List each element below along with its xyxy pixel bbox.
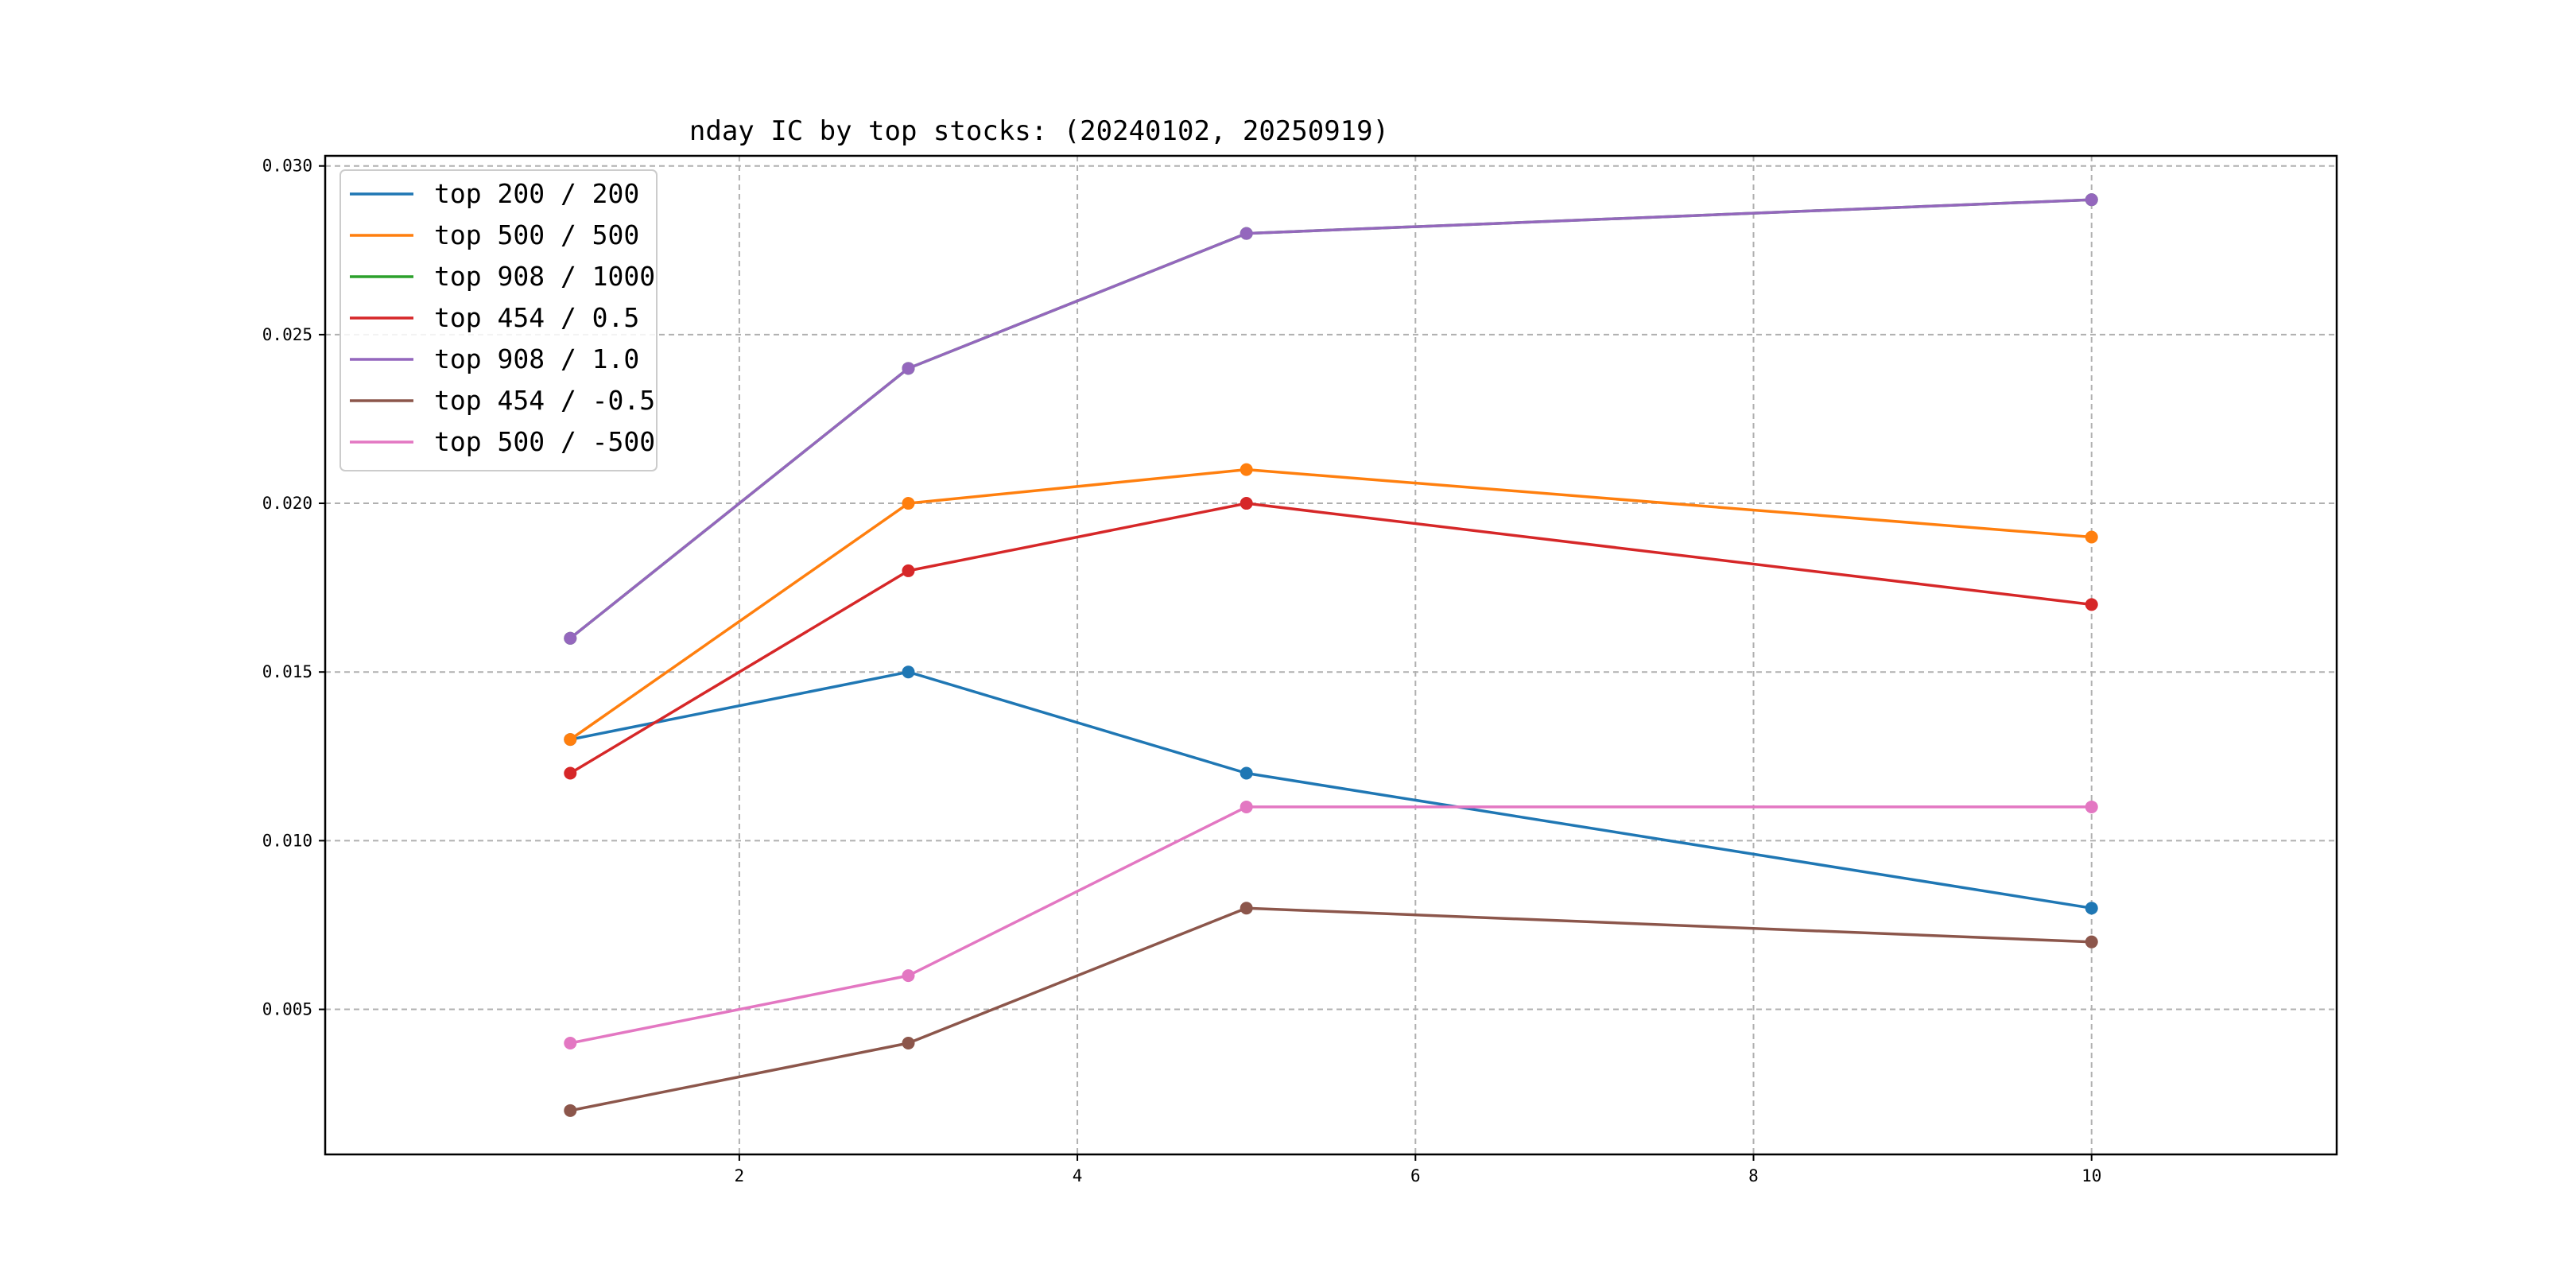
data-point xyxy=(564,1104,577,1117)
y-tick-label: 0.020 xyxy=(262,494,312,513)
data-point xyxy=(2085,530,2098,544)
data-point xyxy=(1240,227,1253,240)
series-4 xyxy=(564,497,2098,780)
data-point xyxy=(1240,800,1253,813)
y-tick-label: 0.005 xyxy=(262,1000,312,1019)
legend-label: top 200 / 200 xyxy=(434,178,639,209)
series-2 xyxy=(564,463,2098,747)
grid xyxy=(325,156,2337,1154)
legend: top 200 / 200 top 500 / 500 top 908 / 1000… xyxy=(339,169,658,471)
x-tick-label: 2 xyxy=(735,1166,745,1185)
legend-entry: top 454 / 0.5 xyxy=(350,302,639,333)
legend-entry: top 908 / 1.0 xyxy=(350,343,639,374)
legend-label: top 454 / -0.5 xyxy=(434,385,655,416)
chart-title: nday IC by top stocks: (20240102, 202509… xyxy=(689,115,1389,147)
data-point xyxy=(902,497,915,510)
data-point xyxy=(902,564,915,577)
x-tick-label: 4 xyxy=(1073,1166,1083,1185)
y-tick-label: 0.015 xyxy=(262,662,312,681)
series-line xyxy=(569,198,2092,640)
data-point xyxy=(902,665,915,679)
series-7 xyxy=(564,800,2098,1049)
series-line xyxy=(569,502,2092,775)
series-5 xyxy=(564,193,2098,645)
legend-entry: top 500 / -500 xyxy=(350,426,655,457)
y-tick-label: 0.030 xyxy=(262,157,312,176)
series-6 xyxy=(564,902,2098,1117)
data-point xyxy=(2085,598,2098,611)
series-line xyxy=(569,670,2092,910)
legend-box xyxy=(339,169,658,471)
legend-entry: top 500 / 500 xyxy=(350,219,639,250)
data-point xyxy=(1240,463,1253,476)
data-point xyxy=(564,733,577,747)
data-point xyxy=(564,766,577,780)
series-line xyxy=(569,805,2092,1045)
x-tick-label: 8 xyxy=(1748,1166,1759,1185)
y-tick-label: 0.010 xyxy=(262,831,312,850)
legend-label: top 908 / 1000 xyxy=(434,261,655,292)
data-point xyxy=(564,631,577,645)
legend-entry: top 200 / 200 xyxy=(350,178,639,209)
data-point xyxy=(902,969,915,983)
data-point xyxy=(2085,935,2098,949)
data-point xyxy=(902,362,915,375)
data-point xyxy=(2085,193,2098,207)
data-point xyxy=(2085,902,2098,915)
legend-label: top 500 / 500 xyxy=(434,219,639,250)
legend-label: top 454 / 0.5 xyxy=(434,302,639,333)
x-tick-label: 6 xyxy=(1410,1166,1421,1185)
series-group xyxy=(564,193,2098,1117)
legend-label: top 500 / -500 xyxy=(434,426,655,457)
x-tick-label: 10 xyxy=(2081,1166,2101,1185)
data-point xyxy=(902,1036,915,1049)
data-point xyxy=(1240,766,1253,780)
data-point xyxy=(564,1036,577,1049)
data-point xyxy=(2085,800,2098,813)
legend-entry: top 454 / -0.5 xyxy=(350,385,655,416)
legend-label: top 908 / 1.0 xyxy=(434,343,639,374)
data-point xyxy=(1240,497,1253,510)
series-line xyxy=(569,467,2092,741)
legend-entry: top 908 / 1000 xyxy=(350,261,655,292)
y-tick-label: 0.025 xyxy=(262,325,312,344)
axis-ticks: 2 4 6 8 10 0.005 0.010 0.015 0.020 0.025 0.030 xyxy=(262,157,2102,1185)
data-point xyxy=(1240,902,1253,915)
series-line xyxy=(569,906,2092,1112)
plot-area-frame xyxy=(324,154,2338,1156)
